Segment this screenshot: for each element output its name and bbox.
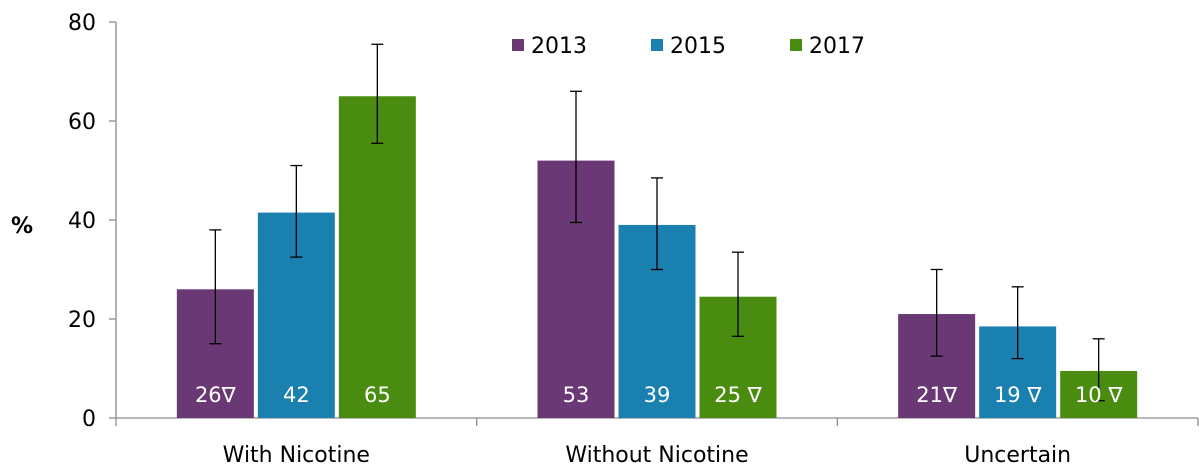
y-axis-label: % xyxy=(11,214,33,239)
x-category-label: Uncertain xyxy=(964,443,1071,466)
data-label: 21∇ xyxy=(916,383,958,407)
bar-2017 xyxy=(338,96,416,418)
y-tick-label: 0 xyxy=(82,407,96,432)
legend-swatch-2013 xyxy=(512,39,524,51)
y-tick-label: 20 xyxy=(68,308,96,333)
legend-label: 2013 xyxy=(531,34,587,59)
axes-layer: 0 20 40 60 80% With Nicotine Without Nicotine U… xyxy=(11,11,1199,466)
legend-label: 2015 xyxy=(670,34,726,59)
y-tick-label: 40 xyxy=(68,209,96,234)
x-category-label: Without Nicotine xyxy=(565,443,748,466)
data-label: 10 ∇ xyxy=(1075,383,1123,407)
legend-swatch-2017 xyxy=(790,39,802,51)
y-tick-label: 80 xyxy=(68,11,96,36)
data-labels-layer: 26∇ 53 21∇ 42 39 19 ∇ 65 25 ∇ 10 ∇ xyxy=(195,383,1123,407)
data-label: 26∇ xyxy=(195,383,237,407)
data-label: 42 xyxy=(283,383,310,407)
data-label: 19 ∇ xyxy=(994,383,1042,407)
error-bars-layer xyxy=(209,43,1105,402)
bars-layer xyxy=(176,96,1138,418)
legend-swatch-2015 xyxy=(651,39,663,51)
data-label: 25 ∇ xyxy=(714,383,762,407)
data-label: 65 xyxy=(364,383,391,407)
y-tick-label: 60 xyxy=(68,110,96,135)
data-label: 39 xyxy=(644,383,671,407)
legend-label: 2017 xyxy=(809,34,865,59)
data-label: 53 xyxy=(563,383,590,407)
x-category-label: With Nicotine xyxy=(223,443,370,466)
legend: 2013 2015 2017 xyxy=(512,34,865,59)
